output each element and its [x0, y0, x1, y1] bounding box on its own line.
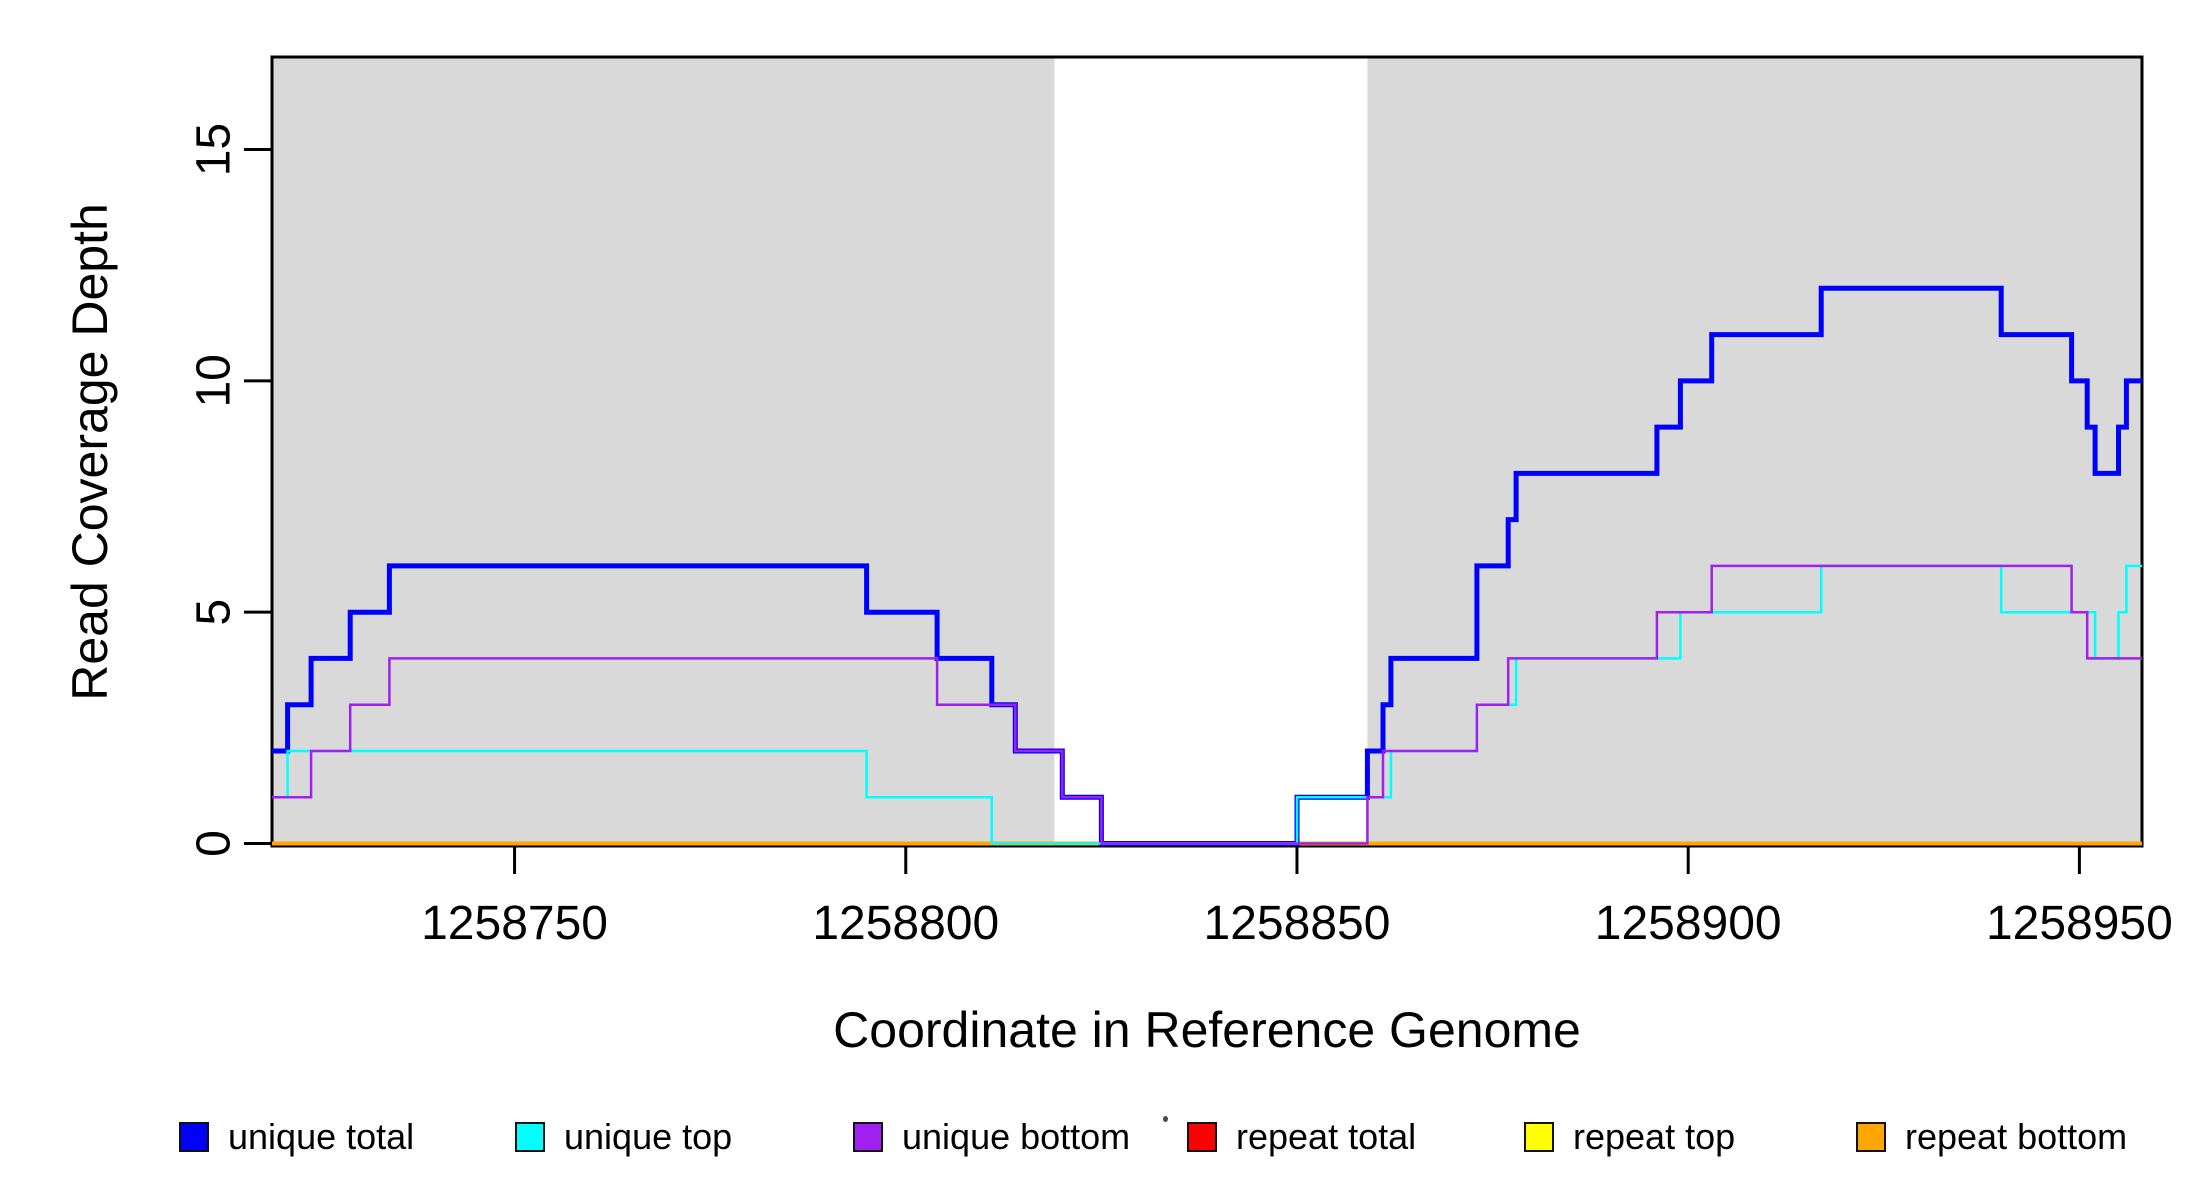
y-tick-label: 5	[188, 599, 241, 626]
y-tick-label: 10	[188, 354, 241, 407]
x-tick-label: 1258800	[812, 897, 999, 950]
stray-dot-artifact	[1163, 1116, 1168, 1122]
legend-item-unique-top: unique top	[515, 1116, 732, 1158]
series-line-unique-total	[272, 285, 2142, 846]
legend-label-unique-top: unique top	[564, 1116, 733, 1157]
y-tick-label: 0	[188, 830, 241, 857]
x-tick-label: 1258750	[421, 897, 608, 950]
legend-item-unique-total: unique total	[179, 1116, 414, 1158]
legend-item-repeat-top: repeat top	[1524, 1116, 1735, 1158]
legend-swatch-repeat-bottom	[1856, 1122, 1886, 1152]
legend-swatch-unique-bottom	[853, 1122, 883, 1152]
legend-label-repeat-top: repeat top	[1573, 1116, 1736, 1157]
x-tick-label: 1258900	[1595, 897, 1782, 950]
legend-label-unique-bottom: unique bottom	[902, 1116, 1131, 1157]
legend-swatch-unique-total	[179, 1122, 209, 1152]
legend-item-repeat-bottom: repeat bottom	[1856, 1116, 2127, 1158]
x-tick-label: 1258950	[1986, 897, 2173, 950]
legend-swatch-repeat-total	[1187, 1122, 1217, 1152]
y-axis-title: Read Coverage Depth	[62, 203, 118, 701]
x-axis-title: Coordinate in Reference Genome	[833, 1002, 1581, 1058]
legend-label-repeat-bottom: repeat bottom	[1905, 1116, 2128, 1157]
shaded-region-2	[1367, 57, 2142, 846]
legend-swatch-unique-top	[515, 1122, 545, 1152]
series-line-unique-bottom	[272, 564, 2142, 845]
legend-label-repeat-total: repeat total	[1236, 1116, 1417, 1157]
legend-item-unique-bottom: unique bottom	[853, 1116, 1130, 1158]
shaded-region-1	[272, 57, 1055, 846]
legend-swatch-repeat-top	[1524, 1122, 1554, 1152]
legend-label-unique-total: unique total	[228, 1116, 415, 1157]
x-tick-label: 1258850	[1204, 897, 1391, 950]
y-tick-label: 15	[188, 123, 241, 176]
legend-item-repeat-total: repeat total	[1187, 1116, 1416, 1158]
